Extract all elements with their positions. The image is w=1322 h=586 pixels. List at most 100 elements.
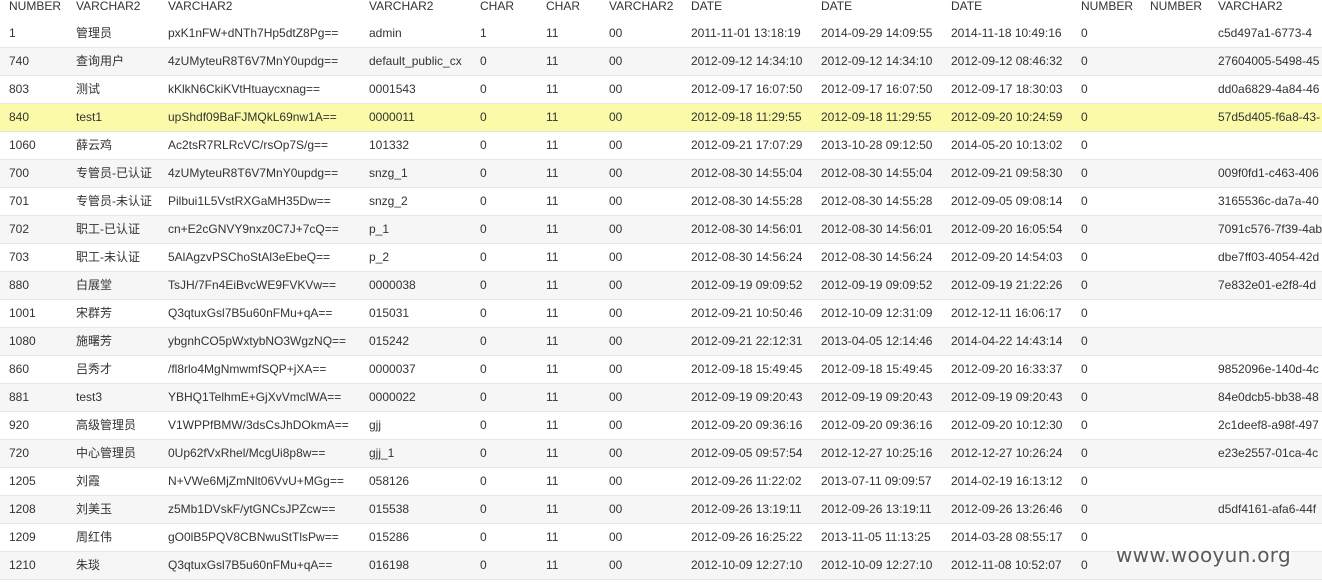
table-cell[interactable]: 2012-09-19 09:09:52 [691,278,803,292]
table-cell[interactable]: 周红伟 [76,530,113,544]
table-cell[interactable]: 0 [480,530,487,544]
table-row[interactable]: 1080 施曙芳 ybgnhCO5pWxtybNO3WgzNQ== 015242 0 11… [0,328,1322,356]
table-cell[interactable]: 2012-09-19 21:22:26 [951,278,1063,292]
table-cell[interactable]: 2014-02-19 16:13:12 [951,474,1063,488]
table-cell[interactable]: 703 [9,250,30,264]
table-cell[interactable]: 1001 [9,306,36,320]
table-cell[interactable]: p_1 [369,222,390,236]
table-cell[interactable]: 0 [480,446,487,460]
table-cell[interactable]: 白展堂 [76,278,113,292]
table-cell[interactable] [1150,160,1214,187]
table-cell[interactable]: Ac2tsR7RLRcVC/rsOp7S/g== [168,138,329,152]
column-header-2[interactable]: VARCHAR2 [168,0,233,13]
table-cell[interactable]: 880 [9,278,30,292]
table-cell[interactable]: 2013-04-05 12:14:46 [821,334,933,348]
table-cell[interactable]: 2012-09-19 09:20:43 [951,390,1063,404]
table-cell[interactable]: 0 [480,110,487,124]
table-cell[interactable]: 2012-09-19 09:20:43 [821,390,933,404]
table-cell[interactable]: 0 [1081,138,1088,152]
table-cell[interactable]: 11 [546,166,559,180]
table-cell[interactable]: 2012-09-18 15:49:45 [821,362,933,376]
table-cell[interactable]: snzg_1 [369,166,408,180]
table-cell[interactable]: 881 [9,390,30,404]
table-cell[interactable]: 0 [480,418,487,432]
table-cell[interactable]: 2012-09-26 13:26:46 [951,502,1063,516]
table-cell[interactable]: 刘美玉 [76,502,113,516]
table-row[interactable]: 1209 周红伟 gO0lB5PQV8CBNwuStTlsPw== 015286 0 11… [0,524,1322,552]
table-cell[interactable]: 840 [9,110,30,124]
table-cell[interactable]: 2014-05-20 10:13:02 [951,138,1063,152]
table-cell[interactable]: 朱琰 [76,558,101,572]
table-cell[interactable]: 0Up62fVxRhel/McgUi8p8w== [168,446,326,460]
table-cell[interactable]: 2012-10-09 12:27:10 [691,558,803,572]
table-cell[interactable] [1218,132,1322,159]
table-cell[interactable]: ybgnhCO5pWxtybNO3WgzNQ== [168,334,347,348]
table-cell[interactable]: 57d5d405-f6a8-43- [1218,110,1321,124]
table-cell[interactable]: e23e2557-01ca-4c [1218,446,1319,460]
table-cell[interactable]: 0 [1081,278,1088,292]
table-cell[interactable]: 1208 [9,502,36,516]
table-cell[interactable]: 2014-04-22 14:43:14 [951,334,1063,348]
table-cell[interactable]: N+VWe6MjZmNlt06VvU+MGg== [168,474,344,488]
table-cell[interactable]: 0 [480,138,487,152]
table-cell[interactable]: 2011-11-01 13:18:19 [691,26,801,40]
table-cell[interactable]: 11 [546,110,559,124]
table-cell[interactable]: 0001543 [369,82,416,96]
table-cell[interactable] [1150,300,1214,327]
table-cell[interactable]: 2012-08-30 14:55:04 [821,166,933,180]
table-cell[interactable]: snzg_2 [369,194,408,208]
table-cell[interactable]: 2012-09-20 09:36:16 [691,418,803,432]
table-cell[interactable]: 101332 [369,138,410,152]
table-cell[interactable]: p_2 [369,250,390,264]
table-cell[interactable]: 2012-08-30 14:56:01 [821,222,933,236]
table-cell[interactable]: 016198 [369,558,410,572]
table-cell[interactable]: 2014-03-28 08:55:17 [951,530,1063,544]
table-cell[interactable]: 1 [480,26,487,40]
table-cell[interactable]: 11 [546,362,559,376]
table-cell[interactable]: z5Mb1DVskF/ytGNCsJPZcw== [168,502,336,516]
table-cell[interactable] [1150,412,1214,439]
table-cell[interactable]: 2012-08-30 14:56:24 [821,250,933,264]
table-cell[interactable]: 00 [609,502,623,516]
table-cell[interactable]: 0 [480,166,487,180]
table-cell[interactable]: 11 [546,194,559,208]
table-cell[interactable]: 7091c576-7f39-4ab [1218,222,1322,236]
table-cell[interactable]: 0000038 [369,278,416,292]
table-cell[interactable]: 1 [9,26,16,40]
table-cell[interactable]: 3165536c-da7a-40 [1218,194,1319,208]
table-cell[interactable]: 2012-09-26 13:19:11 [691,502,802,516]
table-cell[interactable]: 5AlAgzvPSChoStAl3eEbeQ== [168,250,331,264]
table-cell[interactable]: 2014-09-29 14:09:55 [821,26,933,40]
table-cell[interactable]: 11 [546,222,559,236]
table-cell[interactable]: 0 [1081,502,1088,516]
table-cell[interactable]: 专管员-未认证 [76,194,152,208]
table-cell[interactable]: 0 [1081,194,1088,208]
table-cell[interactable]: 0 [480,194,487,208]
column-header-0[interactable]: NUMBER [9,0,62,13]
table-cell[interactable]: 0 [1081,474,1088,488]
column-header-4[interactable]: CHAR [480,0,515,13]
table-row[interactable]: 920 高级管理员 V1WPPfBMW/3dsCsJhDOkmA== gjj 0 11 00… [0,412,1322,440]
table-cell[interactable]: 00 [609,334,623,348]
table-cell[interactable] [1150,328,1214,355]
table-cell[interactable]: 2012-09-21 09:58:30 [951,166,1063,180]
table-cell[interactable]: c5d497a1-6773-4 [1218,26,1313,40]
column-header-6[interactable]: VARCHAR2 [609,0,674,13]
table-cell[interactable]: gjj [369,418,382,432]
table-cell[interactable]: 803 [9,82,30,96]
table-row[interactable]: 720 中心管理员 0Up62fVxRhel/McgUi8p8w== gjj_1 0 11… [0,440,1322,468]
table-cell[interactable]: 2012-09-18 11:29:55 [821,110,932,124]
table-row[interactable]: 702 职工-已认证 cn+E2cGNVY9nxz0C7J+7cQ== p_1 0 11 0… [0,216,1322,244]
table-cell[interactable]: 860 [9,362,30,376]
table-cell[interactable]: 2012-09-20 16:33:37 [951,362,1063,376]
table-cell[interactable]: 0 [1081,82,1088,96]
table-cell[interactable]: 中心管理员 [76,446,137,460]
table-cell[interactable]: 11 [546,390,559,404]
table-cell[interactable] [1150,440,1214,467]
table-cell[interactable]: 0 [480,82,487,96]
table-cell[interactable]: 0 [480,474,487,488]
table-row[interactable]: 1001 宋群芳 Q3qtuxGsl7B5u60nFMu+qA== 015031 0 11… [0,300,1322,328]
table-cell[interactable] [1218,328,1322,355]
table-cell[interactable]: 00 [609,26,623,40]
column-header-12[interactable]: VARCHAR2 [1218,0,1283,13]
